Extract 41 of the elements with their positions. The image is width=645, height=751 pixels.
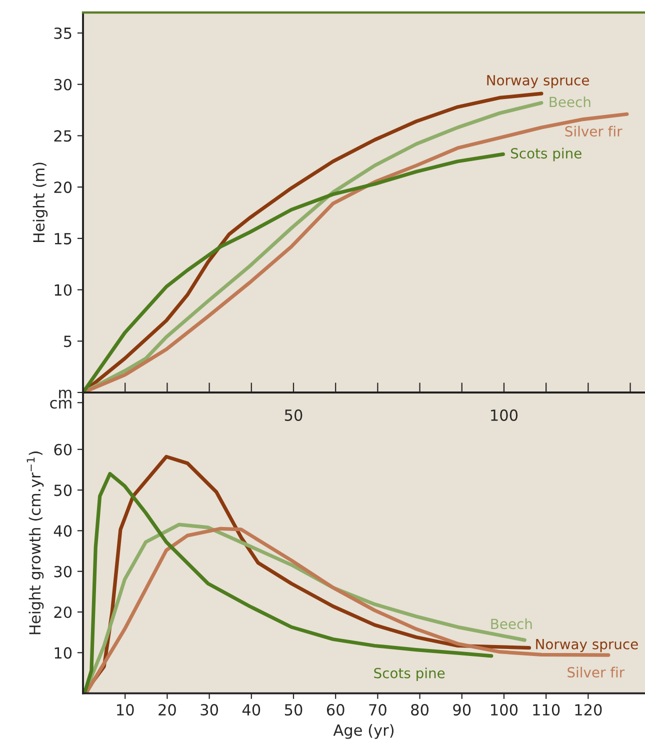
y-tick-label: 40 [54, 525, 72, 537]
x-tick-label: 10 [117, 704, 134, 716]
x-tick-label: 120 [575, 704, 602, 716]
series-label: Silver fir [565, 126, 622, 137]
y-tick-label: 20 [54, 182, 72, 194]
series-label: Scots pine [374, 668, 445, 682]
x-tick-label: 110 [533, 704, 560, 716]
y-tick-label: 5 [64, 336, 72, 348]
y-tick-label: 10 [54, 284, 72, 296]
series-label: Scots pine [510, 148, 582, 162]
y-tick-label: 25 [54, 130, 72, 142]
y-tick-label: 30 [54, 566, 72, 578]
x-tick-label: 50 [284, 704, 302, 716]
x-tick-label: 80 [411, 704, 428, 716]
y-tick-label: m [59, 390, 72, 398]
y-tick-label: 10 [54, 647, 72, 659]
x-tick-label: 60 [326, 704, 344, 716]
x-tick-label: 100 [491, 409, 518, 421]
y-tick-label: 20 [54, 606, 72, 618]
y-tick-label: 35 [54, 27, 72, 40]
line-series [83, 152, 505, 392]
series-label: Norway spruce [487, 75, 589, 88]
line-series [83, 112, 629, 392]
y-tick-label: 15 [54, 233, 72, 244]
x-axis-title: Age (yr) [333, 724, 394, 739]
y-tick-label: 60 [54, 444, 72, 456]
series-label: Beech [491, 618, 532, 630]
series-label: Norway spruce [536, 639, 638, 652]
x-tick-label: 20 [158, 704, 176, 716]
x-tick-label: 30 [200, 704, 218, 716]
x-tick-label: 40 [242, 704, 260, 716]
series-label: Silver fir [568, 666, 625, 678]
x-tick-label: 100 [491, 704, 518, 716]
y-tick-label: 50 [54, 484, 72, 496]
series-label: Beech [550, 96, 590, 108]
x-tick-label: 90 [453, 704, 471, 716]
y-axis-title: Height (m) [32, 162, 48, 242]
y-tick-label: 30 [54, 78, 72, 90]
y-axis-title: Height growth (cm.yr$^{−1}$) [26, 452, 44, 634]
y-tick-label: cm [50, 400, 72, 409]
x-tick-label: 70 [369, 704, 386, 716]
